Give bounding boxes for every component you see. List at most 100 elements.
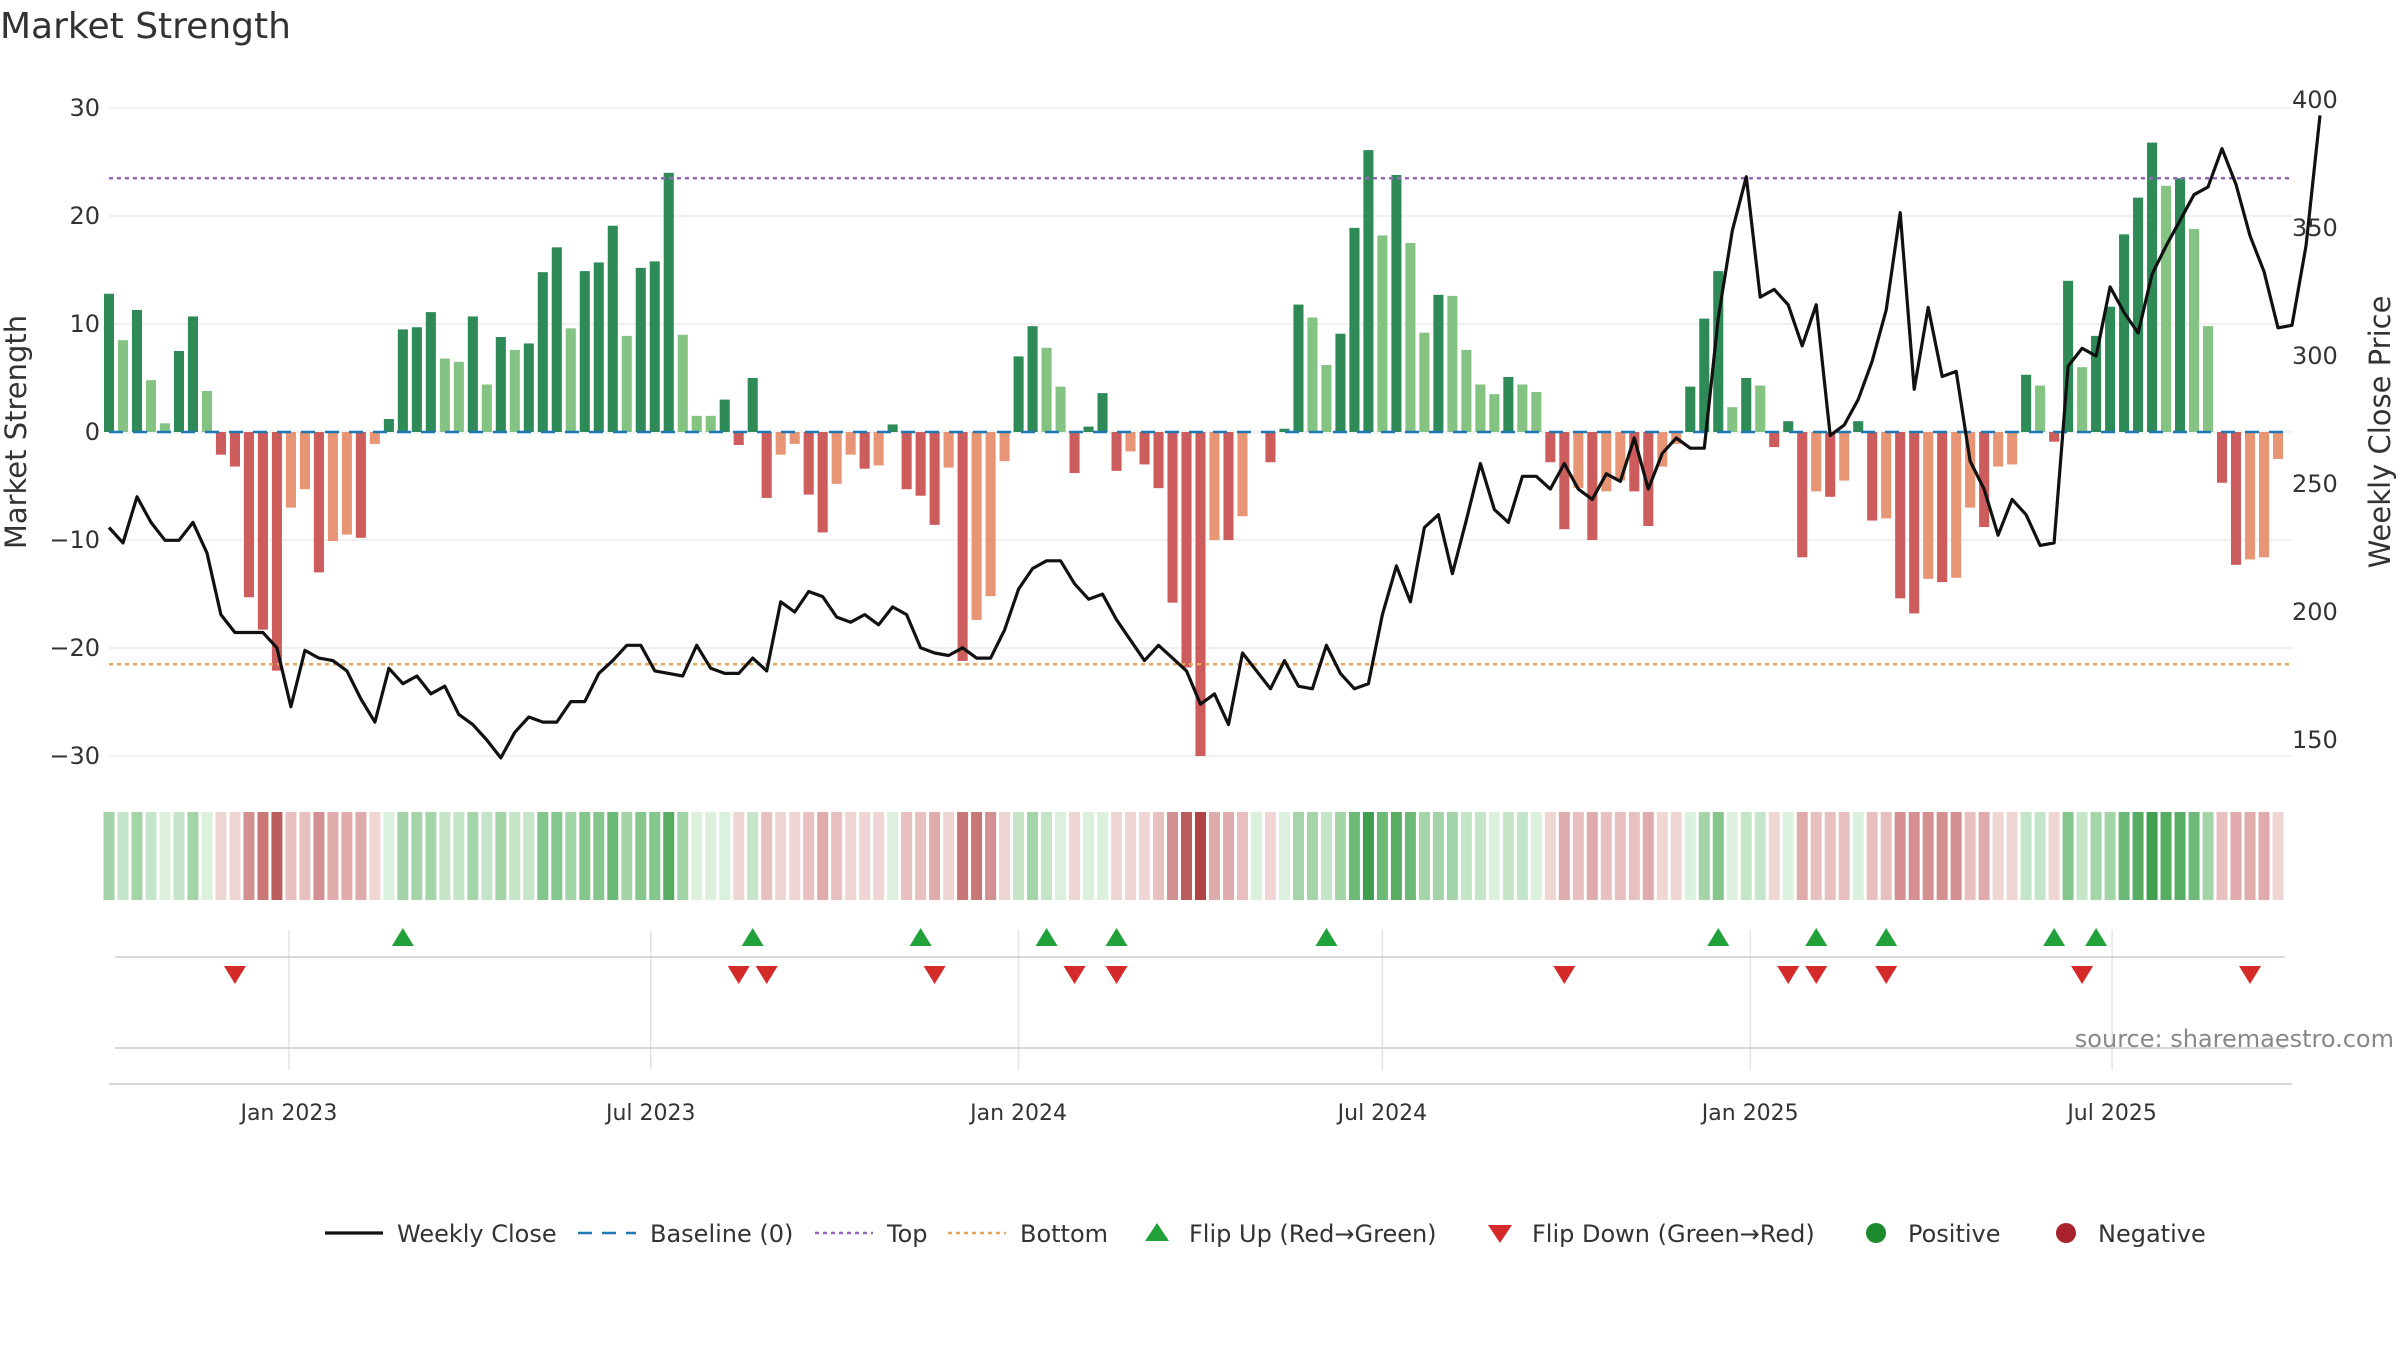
weekly-close-series <box>107 115 2322 760</box>
strip-cell <box>1153 812 1165 900</box>
strength-bar <box>131 309 143 432</box>
strip-cell <box>929 812 941 900</box>
strength-bar <box>1461 349 1472 432</box>
strength-bar <box>425 312 436 432</box>
strength-bar <box>397 329 408 432</box>
strip-cell <box>1950 812 1962 900</box>
strip-cell <box>1698 812 1710 900</box>
strength-bar <box>173 351 185 432</box>
strip-cell <box>243 812 255 900</box>
strip-cell <box>1684 812 1696 900</box>
strip-cell <box>1866 812 1878 900</box>
strength-bar <box>1587 432 1598 540</box>
strip-cell <box>1027 812 1039 900</box>
flip-up-marker <box>1875 928 1898 946</box>
strength-bar <box>1741 378 1752 432</box>
strength-bar <box>929 432 940 525</box>
strength-bar <box>2007 432 2018 465</box>
flip-down-marker <box>223 966 246 984</box>
strength-bar <box>845 432 856 455</box>
strip-cell <box>915 812 927 900</box>
strength-bar <box>2272 432 2284 459</box>
strength-bar <box>1531 392 1542 432</box>
strip-cell <box>705 812 717 900</box>
strength-bar <box>1083 426 1094 432</box>
strength-bar <box>299 432 310 490</box>
strip-cell <box>635 812 647 900</box>
flip-down-marker <box>1777 966 1800 984</box>
strength-bar <box>1321 365 1332 432</box>
strip-cell <box>621 812 633 900</box>
strip-cell <box>1418 812 1430 900</box>
strip-cell <box>2188 812 2200 900</box>
strength-bar <box>2021 374 2032 432</box>
strength-bar <box>2077 367 2088 432</box>
strip-cell <box>1796 812 1808 900</box>
strength-bar <box>187 316 198 432</box>
source-credit: source: sharemaestro.com <box>2075 1025 2394 1053</box>
strength-bar <box>257 432 268 630</box>
strength-bar <box>285 432 296 508</box>
strip-cell <box>1278 812 1290 900</box>
strip-cell <box>943 812 955 900</box>
strip-cell <box>1320 812 1332 900</box>
strip-cell <box>1376 812 1388 900</box>
strip-cell <box>2146 812 2158 900</box>
strip-cell <box>999 812 1011 900</box>
strength-bar <box>1979 432 1990 528</box>
y-tick-label: −10 <box>49 526 100 554</box>
strength-bar <box>215 432 226 455</box>
strip-cell <box>2034 812 2046 900</box>
strip-cell <box>117 812 129 900</box>
strength-bar <box>1909 432 1920 614</box>
strip-cell <box>593 812 605 900</box>
strength-bar <box>663 172 674 433</box>
strength-bar <box>537 272 548 432</box>
x-tick-label: Jul 2023 <box>604 1101 696 1126</box>
y-tick-label: 20 <box>69 202 100 230</box>
strength-bar <box>775 432 786 455</box>
y-tick-label: 30 <box>69 94 100 122</box>
strip-cell <box>1936 812 1948 900</box>
strip-cell <box>1838 812 1850 900</box>
strength-bar <box>1783 421 1794 432</box>
flip-down-marker <box>1105 966 1128 984</box>
flip-up-marker <box>741 928 764 946</box>
strip-cell <box>1628 812 1640 900</box>
strip-cell <box>1404 812 1416 900</box>
strip-cell <box>1726 812 1738 900</box>
strength-bar <box>1307 317 1318 432</box>
strip-cell <box>2202 812 2214 900</box>
strip-cell <box>1390 812 1402 900</box>
strip-cell <box>2006 812 2018 900</box>
strip-cell <box>341 812 353 900</box>
strength-bar <box>1139 432 1150 465</box>
strip-cell <box>761 812 773 900</box>
strength-bar <box>579 271 590 432</box>
strip-cell <box>467 812 479 900</box>
strength-bar <box>1895 432 1906 599</box>
strength-bar <box>943 432 954 468</box>
strip-cell <box>537 812 549 900</box>
strip-cell <box>1097 812 1109 900</box>
strength-bar <box>1153 432 1164 489</box>
strip-cell <box>2104 812 2116 900</box>
strip-cell <box>383 812 395 900</box>
strip-cell <box>187 812 199 900</box>
strength-bar <box>2244 432 2256 560</box>
y-tick-label: 10 <box>69 310 100 338</box>
legend-label: Bottom <box>1020 1220 1108 1248</box>
strength-bar <box>481 384 492 432</box>
strength-bar <box>1335 333 1346 432</box>
strip-cell <box>1041 812 1053 900</box>
strength-bar <box>1937 432 1948 583</box>
strength-bar <box>523 343 534 432</box>
strip-cell <box>663 812 675 900</box>
strength-bar <box>1573 432 1584 489</box>
y2-tick-label: 200 <box>2292 598 2338 626</box>
strength-bar <box>2105 306 2116 432</box>
legend: Weekly Close Baseline (0) Top Bottom Flip Up… <box>325 1220 2206 1248</box>
strength-bar <box>2119 234 2130 432</box>
legend-flip-up-swatch <box>1145 1223 1169 1241</box>
